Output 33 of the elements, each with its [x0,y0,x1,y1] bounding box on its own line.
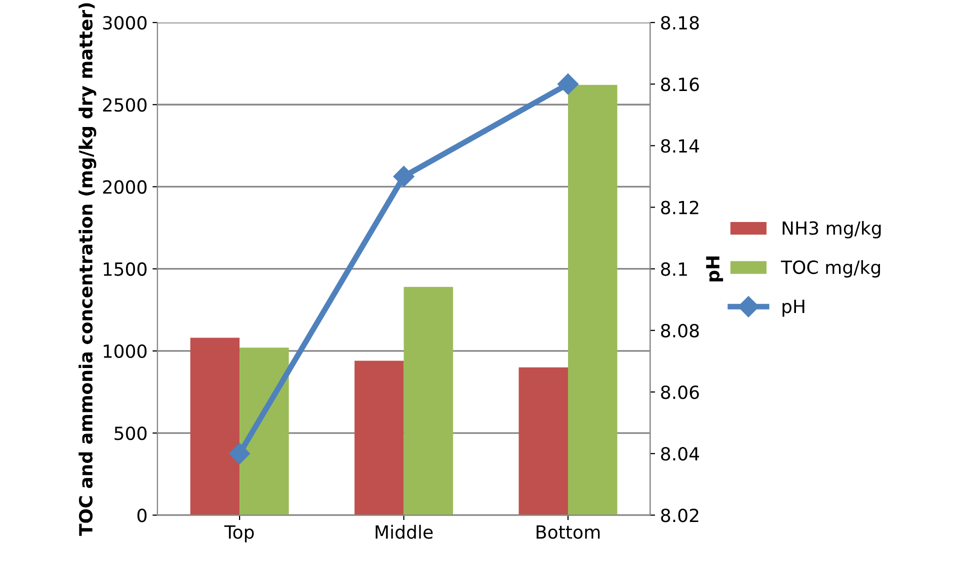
y-tick-label: 1500 [104,262,147,276]
y2-tick-label: 8.06 [661,385,699,400]
y2-tick-label: 8.14 [661,139,700,153]
legend-label: NH3 mg/kg [782,220,881,238]
legend-label: TOC mg/kg [780,260,880,278]
y-tick-label: 3000 [103,16,147,30]
point [393,166,414,187]
y-tick-label: 1000 [104,344,147,358]
legend-label: pH [782,300,804,317]
y-axis-title: TOC and ammonia concentration (mg/kg dry matter) [78,3,96,536]
bar [240,348,289,516]
y-tick-label: 0 [137,508,147,522]
y-tick-label: 500 [114,426,147,440]
y-tick-label: 2500 [103,98,147,112]
y2-tick-label: 8.02 [661,508,698,522]
point [557,74,579,95]
y2-tick-label: 8.1 [661,262,687,276]
y2-tick-label: 8.16 [661,78,699,92]
x-tick-label: Bottom [536,525,600,539]
y2-tick-label: 8.18 [661,16,699,30]
bar [568,84,618,516]
y2-tick-label: 8.12 [661,200,698,214]
y2-axis-title: pH [706,256,724,282]
bar [354,360,404,516]
y2-tick-label: 8.04 [661,447,700,461]
point [229,443,250,464]
bar [518,367,568,516]
y-tick-label: 2000 [103,180,147,194]
x-tick-label: Middle [376,524,433,539]
bar [190,338,240,516]
bar [404,286,454,516]
x-tick-label: Top [224,525,254,542]
y2-tick-label: 8.08 [661,324,699,338]
